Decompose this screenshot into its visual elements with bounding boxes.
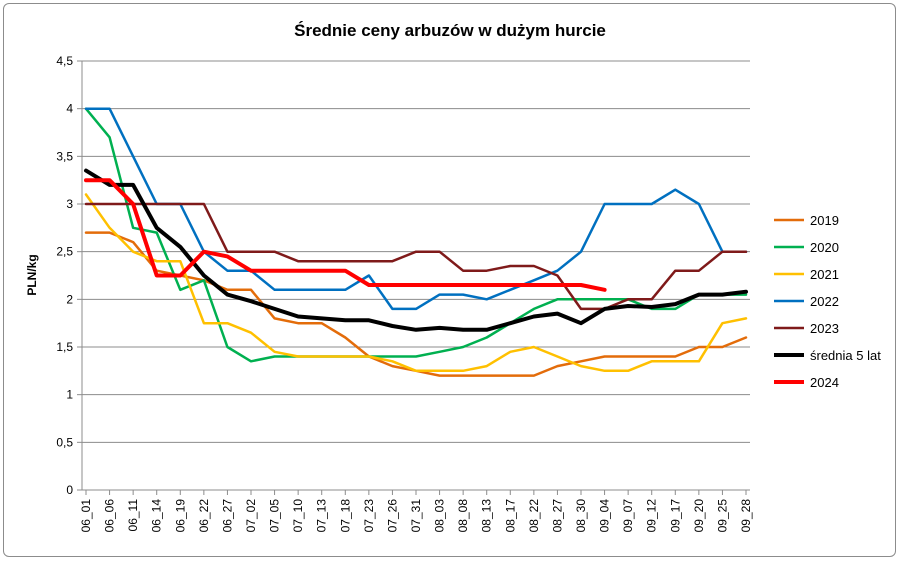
x-tick-label: 06_11 bbox=[126, 499, 140, 532]
series-line-średnia-5-lat bbox=[84, 168, 748, 332]
x-tick-label: 07_02 bbox=[244, 499, 258, 533]
x-tick-label: 08_22 bbox=[527, 499, 541, 533]
x-tick-label: 07_31 bbox=[409, 499, 423, 533]
x-tick-label: 08_13 bbox=[480, 499, 494, 533]
series-line-2022 bbox=[84, 107, 748, 311]
x-tick-label: 07_23 bbox=[362, 499, 376, 533]
x-tick-label: 07_05 bbox=[268, 499, 282, 533]
y-tick-label: 3,5 bbox=[56, 149, 73, 163]
y-tick-label: 1 bbox=[66, 388, 73, 402]
x-tick-label: 07_26 bbox=[385, 499, 399, 533]
x-tick-label: 08_03 bbox=[433, 499, 447, 533]
y-tick-label: 2,5 bbox=[56, 245, 73, 259]
y-tick-label: 4 bbox=[66, 102, 73, 116]
x-tick-label: 08_27 bbox=[550, 499, 564, 533]
series-line-2024 bbox=[84, 178, 607, 292]
legend-label: 2021 bbox=[810, 267, 839, 282]
y-tick-label: 0 bbox=[66, 483, 73, 497]
x-tick-label: 09_17 bbox=[668, 499, 682, 533]
series-line-2023 bbox=[84, 202, 748, 311]
x-tick-label: 06_01 bbox=[79, 499, 93, 533]
y-tick-label: 1,5 bbox=[56, 340, 73, 354]
x-tick-label: 07_10 bbox=[291, 499, 305, 533]
x-tick-label: 09_04 bbox=[598, 499, 612, 533]
x-tick-label: 06_06 bbox=[103, 499, 117, 533]
legend: 2019 2020 2021 2022 2023 średnia 5 lat 2024 bbox=[774, 213, 881, 390]
series-lines bbox=[84, 107, 748, 377]
x-tick-label: 08_17 bbox=[503, 499, 517, 533]
x-tick-label: 09_28 bbox=[739, 499, 753, 533]
legend-label: 2024 bbox=[810, 375, 839, 390]
x-tick-label: 06_27 bbox=[220, 499, 234, 533]
y-tick-label: 3 bbox=[66, 197, 73, 211]
y-tick-label: 4,5 bbox=[56, 54, 73, 68]
x-tick-label: 09_12 bbox=[645, 499, 659, 533]
y-tick-label: 2 bbox=[66, 292, 73, 306]
chart-title: Średnie ceny arbuzów w dużym hurcie bbox=[294, 21, 606, 40]
x-tick-label: 07_13 bbox=[315, 499, 329, 533]
y-tick-label: 0,5 bbox=[56, 435, 73, 449]
legend-label: średnia 5 lat bbox=[810, 348, 881, 363]
x-tick-label: 09_07 bbox=[621, 499, 635, 533]
legend-label: 2019 bbox=[810, 213, 839, 228]
y-axis-label: PLN/kg bbox=[25, 254, 39, 295]
x-tick-labels: 06_01 06_06 06_11 06_14 06_19 06_22 06_27 07_02… bbox=[79, 499, 753, 533]
x-tick-label: 08_08 bbox=[456, 499, 470, 533]
x-tick-label: 06_22 bbox=[197, 499, 211, 533]
legend-label: 2022 bbox=[810, 294, 839, 309]
x-tick-label: 06_19 bbox=[173, 499, 187, 533]
legend-label: 2020 bbox=[810, 240, 839, 255]
series-line-2020 bbox=[84, 107, 748, 363]
chart-frame bbox=[3, 3, 896, 557]
x-tick-label: 09_25 bbox=[715, 499, 729, 533]
axes bbox=[81, 61, 750, 495]
x-tick-label: 07_18 bbox=[338, 499, 352, 533]
legend-label: 2023 bbox=[810, 321, 839, 336]
y-tick-labels: 0 0,5 1 1,5 2 2,5 3 3,5 4 4,5 bbox=[56, 54, 73, 497]
x-tick-label: 08_30 bbox=[574, 499, 588, 533]
x-tick-label: 06_14 bbox=[150, 499, 164, 533]
x-tick-label: 09_20 bbox=[692, 499, 706, 533]
series-line-2021 bbox=[84, 193, 748, 373]
